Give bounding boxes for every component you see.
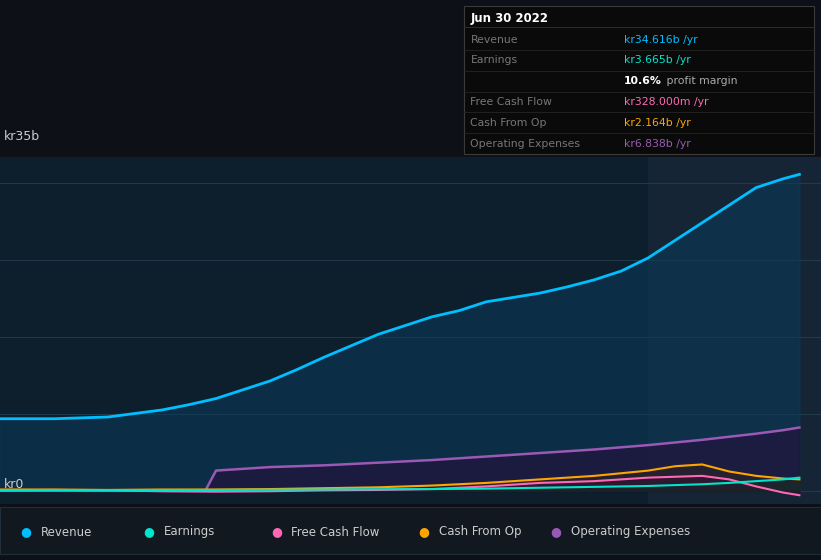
Text: 10.6%: 10.6% [624, 76, 662, 86]
Text: kr328.000m /yr: kr328.000m /yr [624, 97, 709, 107]
Text: Operating Expenses: Operating Expenses [470, 138, 580, 148]
Text: Earnings: Earnings [470, 55, 517, 66]
Text: kr6.838b /yr: kr6.838b /yr [624, 138, 690, 148]
Text: Revenue: Revenue [41, 525, 93, 539]
Text: ●: ● [271, 525, 282, 539]
Text: kr0: kr0 [4, 478, 25, 492]
Text: ●: ● [550, 525, 561, 539]
Text: Earnings: Earnings [164, 525, 216, 539]
Text: ●: ● [419, 525, 429, 539]
Text: profit margin: profit margin [663, 76, 738, 86]
Text: ●: ● [21, 525, 31, 539]
Text: Operating Expenses: Operating Expenses [571, 525, 690, 539]
Text: ●: ● [144, 525, 154, 539]
Text: kr34.616b /yr: kr34.616b /yr [624, 35, 698, 45]
Text: Revenue: Revenue [470, 35, 518, 45]
Text: kr35b: kr35b [4, 130, 40, 143]
Text: Free Cash Flow: Free Cash Flow [470, 97, 553, 107]
Text: Cash From Op: Cash From Op [470, 118, 547, 128]
Bar [648, 157, 821, 504]
Text: Free Cash Flow: Free Cash Flow [291, 525, 380, 539]
Text: kr3.665b /yr: kr3.665b /yr [624, 55, 690, 66]
Text: Jun 30 2022: Jun 30 2022 [470, 12, 548, 25]
Text: kr2.164b /yr: kr2.164b /yr [624, 118, 690, 128]
Text: Cash From Op: Cash From Op [439, 525, 521, 539]
